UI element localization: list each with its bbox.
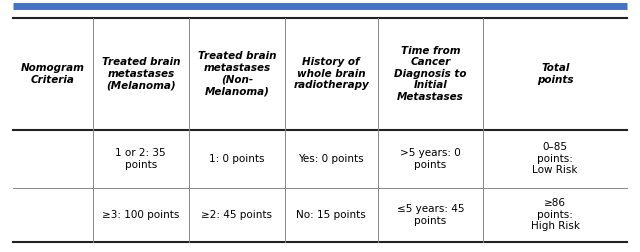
Text: Treated brain
metastases
(Melanoma): Treated brain metastases (Melanoma) — [102, 57, 180, 90]
Text: Total
points: Total points — [537, 63, 573, 84]
Text: >5 years: 0
points: >5 years: 0 points — [400, 148, 461, 170]
Text: ≥3: 100 points: ≥3: 100 points — [102, 210, 179, 220]
Text: Yes: 0 points: Yes: 0 points — [298, 154, 364, 164]
Text: ≥86
points:
High Risk: ≥86 points: High Risk — [531, 198, 580, 231]
Text: 1: 0 points: 1: 0 points — [209, 154, 264, 164]
Text: History of
whole brain
radiotherapy: History of whole brain radiotherapy — [293, 57, 369, 90]
Text: No: 15 points: No: 15 points — [296, 210, 366, 220]
Text: Nomogram
Criteria: Nomogram Criteria — [21, 63, 84, 84]
Text: ≥2: 45 points: ≥2: 45 points — [202, 210, 272, 220]
Text: ≤5 years: 45
points: ≤5 years: 45 points — [397, 204, 464, 226]
Text: 1 or 2: 35
points: 1 or 2: 35 points — [115, 148, 166, 170]
Text: 0–85
points:
Low Risk: 0–85 points: Low Risk — [532, 142, 578, 175]
Text: Treated brain
metastases
(Non-
Melanoma): Treated brain metastases (Non- Melanoma) — [198, 51, 276, 96]
Text: Time from
Cancer
Diagnosis to
Initial
Metastases: Time from Cancer Diagnosis to Initial Me… — [394, 46, 467, 102]
